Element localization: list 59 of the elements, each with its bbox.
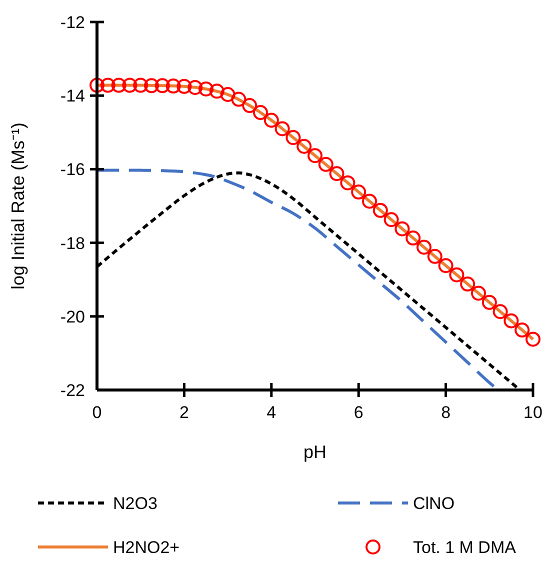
point — [318, 156, 334, 172]
point — [492, 304, 508, 320]
point — [482, 294, 497, 310]
y-tick-label: -22 — [60, 380, 85, 400]
point — [471, 286, 486, 301]
legend-label: Tot. 1 M DMA — [413, 538, 517, 557]
point — [286, 130, 301, 146]
x-tick-label: 8 — [441, 403, 451, 422]
x-axis-title: pH — [303, 442, 327, 462]
point — [90, 78, 104, 93]
x-tick-label: 4 — [266, 403, 276, 422]
point — [394, 221, 410, 236]
point — [504, 313, 519, 328]
x-tick-label: 0 — [92, 403, 102, 422]
point — [526, 332, 540, 347]
point — [351, 184, 366, 200]
point — [264, 112, 279, 128]
point — [133, 78, 148, 93]
y-tick-label: -18 — [60, 234, 85, 253]
point — [188, 80, 203, 96]
point — [242, 98, 258, 114]
point — [220, 86, 236, 102]
point — [176, 78, 192, 94]
point — [416, 240, 432, 255]
point — [231, 92, 246, 107]
y-tick-label: -20 — [60, 307, 85, 326]
x-tick-label: 6 — [354, 403, 364, 422]
point — [406, 230, 421, 246]
point — [427, 248, 442, 264]
point — [460, 276, 476, 292]
y-tick-label: -12 — [60, 12, 85, 32]
point — [296, 138, 312, 154]
point — [449, 267, 464, 282]
y-tick-label: -16 — [60, 160, 85, 180]
point — [372, 202, 388, 218]
legend-label: ClNO — [413, 494, 455, 513]
point — [111, 78, 126, 93]
point — [253, 105, 268, 120]
point — [514, 322, 530, 338]
x-tick-label: 2 — [179, 403, 189, 422]
point — [100, 78, 116, 93]
point — [144, 78, 159, 94]
point — [384, 212, 399, 228]
point — [438, 258, 454, 274]
legend-label: N2O3 — [113, 494, 158, 513]
x-tick-label: 10 — [524, 403, 542, 422]
point — [308, 148, 322, 164]
point — [362, 194, 377, 209]
point — [274, 121, 290, 136]
y-axis-title: log Initial Rate (Ms⁻¹) — [8, 122, 28, 290]
point — [166, 78, 181, 94]
point — [198, 81, 214, 96]
point — [122, 78, 138, 93]
y-tick-label: -14 — [60, 86, 85, 106]
legend-label: H2NO2+ — [113, 538, 180, 557]
point — [329, 166, 344, 182]
point — [340, 175, 356, 190]
point — [209, 84, 224, 99]
point — [154, 78, 170, 94]
